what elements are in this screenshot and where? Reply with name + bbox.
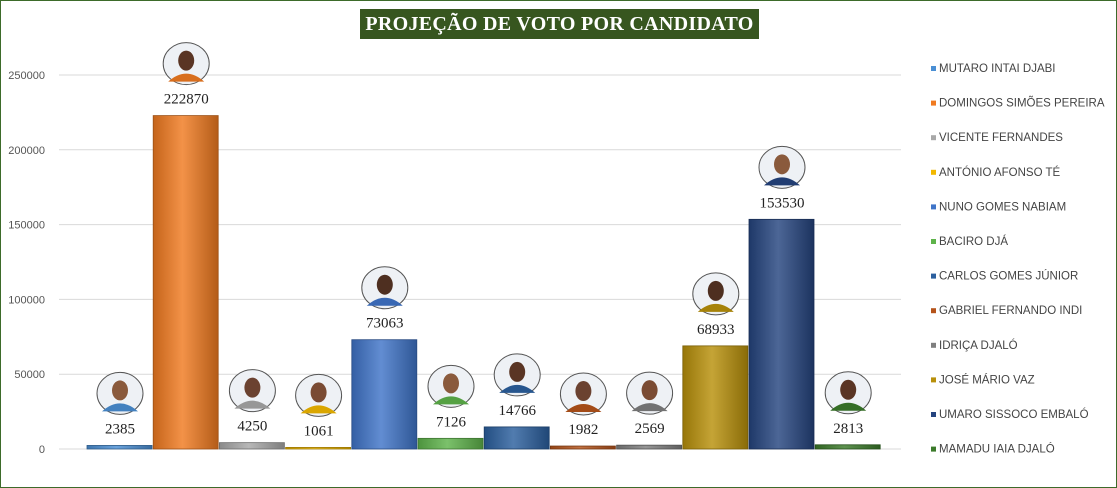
legend-label: IDRIÇA DJALÓ bbox=[939, 339, 1018, 352]
candidate-photo bbox=[295, 373, 343, 417]
y-tick-label: 150000 bbox=[8, 220, 45, 232]
legend-label: BACIRO DJÁ bbox=[939, 235, 1008, 248]
candidate-photo bbox=[96, 371, 144, 415]
legend-swatch bbox=[931, 135, 936, 141]
data-label: 2569 bbox=[635, 421, 665, 437]
legend-swatch bbox=[931, 100, 936, 106]
bars bbox=[86, 115, 881, 450]
legend-swatch bbox=[931, 412, 936, 417]
data-label: 2385 bbox=[105, 421, 135, 437]
data-label: 4250 bbox=[237, 419, 267, 435]
data-label: 2813 bbox=[833, 421, 863, 437]
legend: MUTARO INTAI DJABI DOMINGOS SIMÕES PEREIR… bbox=[931, 63, 1105, 456]
bar bbox=[550, 445, 616, 450]
candidate-photo bbox=[427, 364, 475, 408]
candidate-photo bbox=[162, 42, 210, 86]
y-tick-label: 200000 bbox=[8, 145, 45, 157]
legend-swatch bbox=[931, 342, 936, 348]
bar bbox=[616, 444, 682, 450]
data-label: 14766 bbox=[498, 403, 536, 419]
y-tick-label: 250000 bbox=[8, 70, 45, 82]
legend-label: NUNO GOMES NABIAM bbox=[939, 201, 1066, 213]
y-axis: 0 50000 100000 150000 200000 250000 bbox=[8, 70, 45, 456]
bar bbox=[417, 437, 484, 450]
candidate-photo bbox=[559, 372, 607, 416]
legend-label: MAMADU IAIA DJALÓ bbox=[939, 443, 1055, 456]
legend-label: JOSÉ MÁRIO VAZ bbox=[939, 373, 1035, 386]
bar bbox=[682, 345, 749, 450]
bar bbox=[285, 447, 352, 450]
candidate-photo bbox=[692, 272, 740, 316]
bar bbox=[152, 115, 219, 450]
data-label: 7126 bbox=[436, 414, 467, 430]
legend-swatch bbox=[931, 169, 936, 175]
y-tick-label: 50000 bbox=[14, 369, 45, 381]
data-label: 68933 bbox=[697, 322, 735, 338]
legend-label: UMARO SISSOCO EMBALÓ bbox=[939, 408, 1089, 421]
legend-label: CARLOS GOMES JÚNIOR bbox=[939, 270, 1078, 283]
data-label: 153530 bbox=[760, 195, 805, 211]
legend-swatch bbox=[931, 239, 936, 244]
data-label: 73063 bbox=[366, 316, 404, 332]
candidate-photos bbox=[96, 42, 872, 417]
legend-swatch bbox=[931, 66, 936, 71]
legend-label: ANTÓNIO AFONSO TÉ bbox=[939, 166, 1061, 179]
legend-label: MUTARO INTAI DJABI bbox=[939, 63, 1056, 75]
candidate-photo bbox=[361, 266, 409, 310]
bar bbox=[748, 218, 815, 450]
legend-label: DOMINGOS SIMÕES PEREIRA bbox=[939, 97, 1105, 110]
data-label: 1982 bbox=[568, 422, 598, 438]
legend-swatch bbox=[931, 204, 936, 210]
bar bbox=[814, 444, 881, 450]
value-labels: 2385 222870 4250 1061 73063 7126 14766 1982 2569… bbox=[105, 92, 863, 440]
y-tick-label: 0 bbox=[39, 444, 45, 456]
candidate-photo bbox=[493, 353, 541, 397]
bar bbox=[218, 442, 285, 450]
legend-label: GABRIEL FERNANDO INDI bbox=[939, 305, 1082, 317]
legend-label: VICENTE FERNANDES bbox=[939, 132, 1063, 144]
bar bbox=[351, 339, 418, 450]
candidate-photo bbox=[758, 145, 806, 189]
chart-title: PROJEÇÃO DE VOTO POR CANDIDATO bbox=[360, 9, 759, 39]
legend-swatch bbox=[931, 377, 936, 383]
legend-swatch bbox=[931, 446, 936, 452]
data-label: 222870 bbox=[164, 92, 209, 108]
candidate-photo bbox=[824, 371, 872, 415]
data-label: 1061 bbox=[304, 423, 334, 439]
candidate-photo bbox=[626, 371, 674, 415]
legend-swatch bbox=[931, 308, 936, 314]
candidate-photo bbox=[228, 369, 276, 413]
bar bbox=[86, 445, 153, 450]
legend-swatch bbox=[931, 273, 936, 279]
bar bbox=[483, 426, 550, 450]
y-tick-label: 100000 bbox=[8, 294, 45, 306]
